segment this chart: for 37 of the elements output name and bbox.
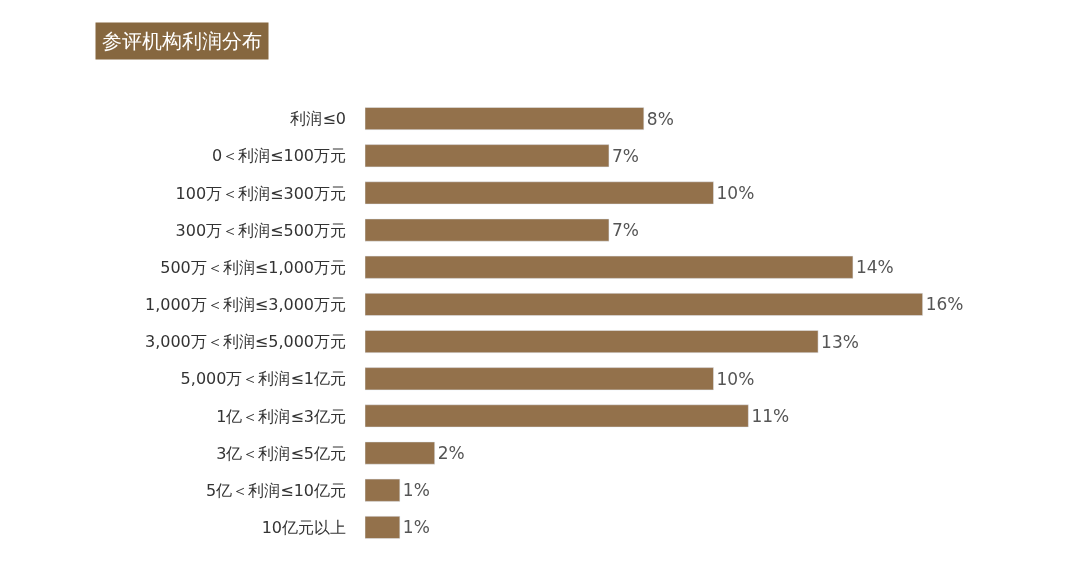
y-tick-label: 1亿＜利润≤3亿元 (216, 406, 346, 426)
bar (365, 181, 714, 205)
y-tick-label: 300万＜利润≤500万元 (175, 220, 346, 240)
bar (365, 404, 749, 428)
y-tick-label: 1,000万＜利润≤3,000万元 (144, 295, 346, 315)
y-tick-label: 500万＜利润≤1,000万元 (160, 257, 346, 277)
data-label: 8% (646, 108, 674, 129)
bar (365, 367, 714, 391)
data-label: 14% (855, 257, 894, 278)
y-tick-label: 利润≤0 (290, 109, 346, 129)
data-label: 2% (437, 443, 465, 464)
data-label: 10% (716, 182, 755, 203)
bar (365, 516, 401, 539)
bar (365, 293, 923, 316)
data-label: 11% (751, 405, 790, 426)
y-tick-label: 100万＜利润≤300万元 (175, 183, 346, 203)
bar (365, 330, 819, 353)
y-tick-label: 3亿＜利润≤5亿元 (216, 443, 346, 463)
data-label: 7% (611, 145, 639, 166)
bar (365, 441, 435, 465)
bar (365, 218, 610, 242)
y-tick-label: 10亿元以上 (261, 518, 346, 538)
data-label: 1% (402, 480, 430, 501)
text: 参评机构利润分布 (102, 29, 262, 53)
data-label: 10% (716, 368, 755, 389)
data-label: 13% (821, 331, 859, 352)
data-label: 7% (611, 220, 639, 241)
data-label: 16% (925, 294, 964, 315)
y-tick-label: 5,000万＜利润≤1亿元 (180, 369, 346, 389)
bar (365, 478, 401, 502)
y-tick-label: 5亿＜利润≤10亿元 (206, 480, 346, 500)
bar (365, 107, 645, 130)
y-tick-label: 0＜利润≤100万元 (211, 146, 346, 166)
bar (365, 144, 610, 168)
y-tick-label: 3,000万＜利润≤5,000万元 (144, 332, 346, 352)
data-label: 1% (402, 517, 430, 538)
bar (365, 255, 854, 279)
